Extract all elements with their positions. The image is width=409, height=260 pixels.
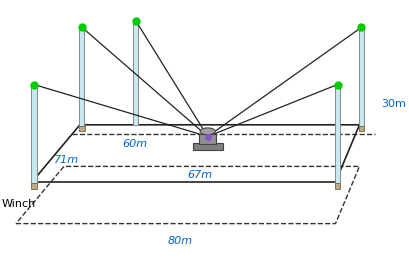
Ellipse shape — [200, 128, 215, 135]
Text: 60m: 60m — [121, 139, 146, 149]
Bar — [133, 21, 138, 125]
Bar — [358, 126, 363, 131]
Bar — [192, 143, 222, 150]
Text: 71m: 71m — [54, 155, 79, 165]
Text: 80m: 80m — [167, 236, 192, 245]
Bar — [358, 27, 363, 126]
Text: Winch: Winch — [2, 199, 36, 209]
Bar — [31, 183, 37, 188]
Bar — [334, 84, 339, 183]
Bar — [79, 126, 85, 131]
Text: 67m: 67m — [187, 171, 212, 180]
Bar — [31, 84, 36, 183]
Bar — [198, 134, 216, 144]
Text: 30m: 30m — [380, 99, 405, 109]
Bar — [79, 27, 84, 126]
Bar — [334, 183, 339, 188]
